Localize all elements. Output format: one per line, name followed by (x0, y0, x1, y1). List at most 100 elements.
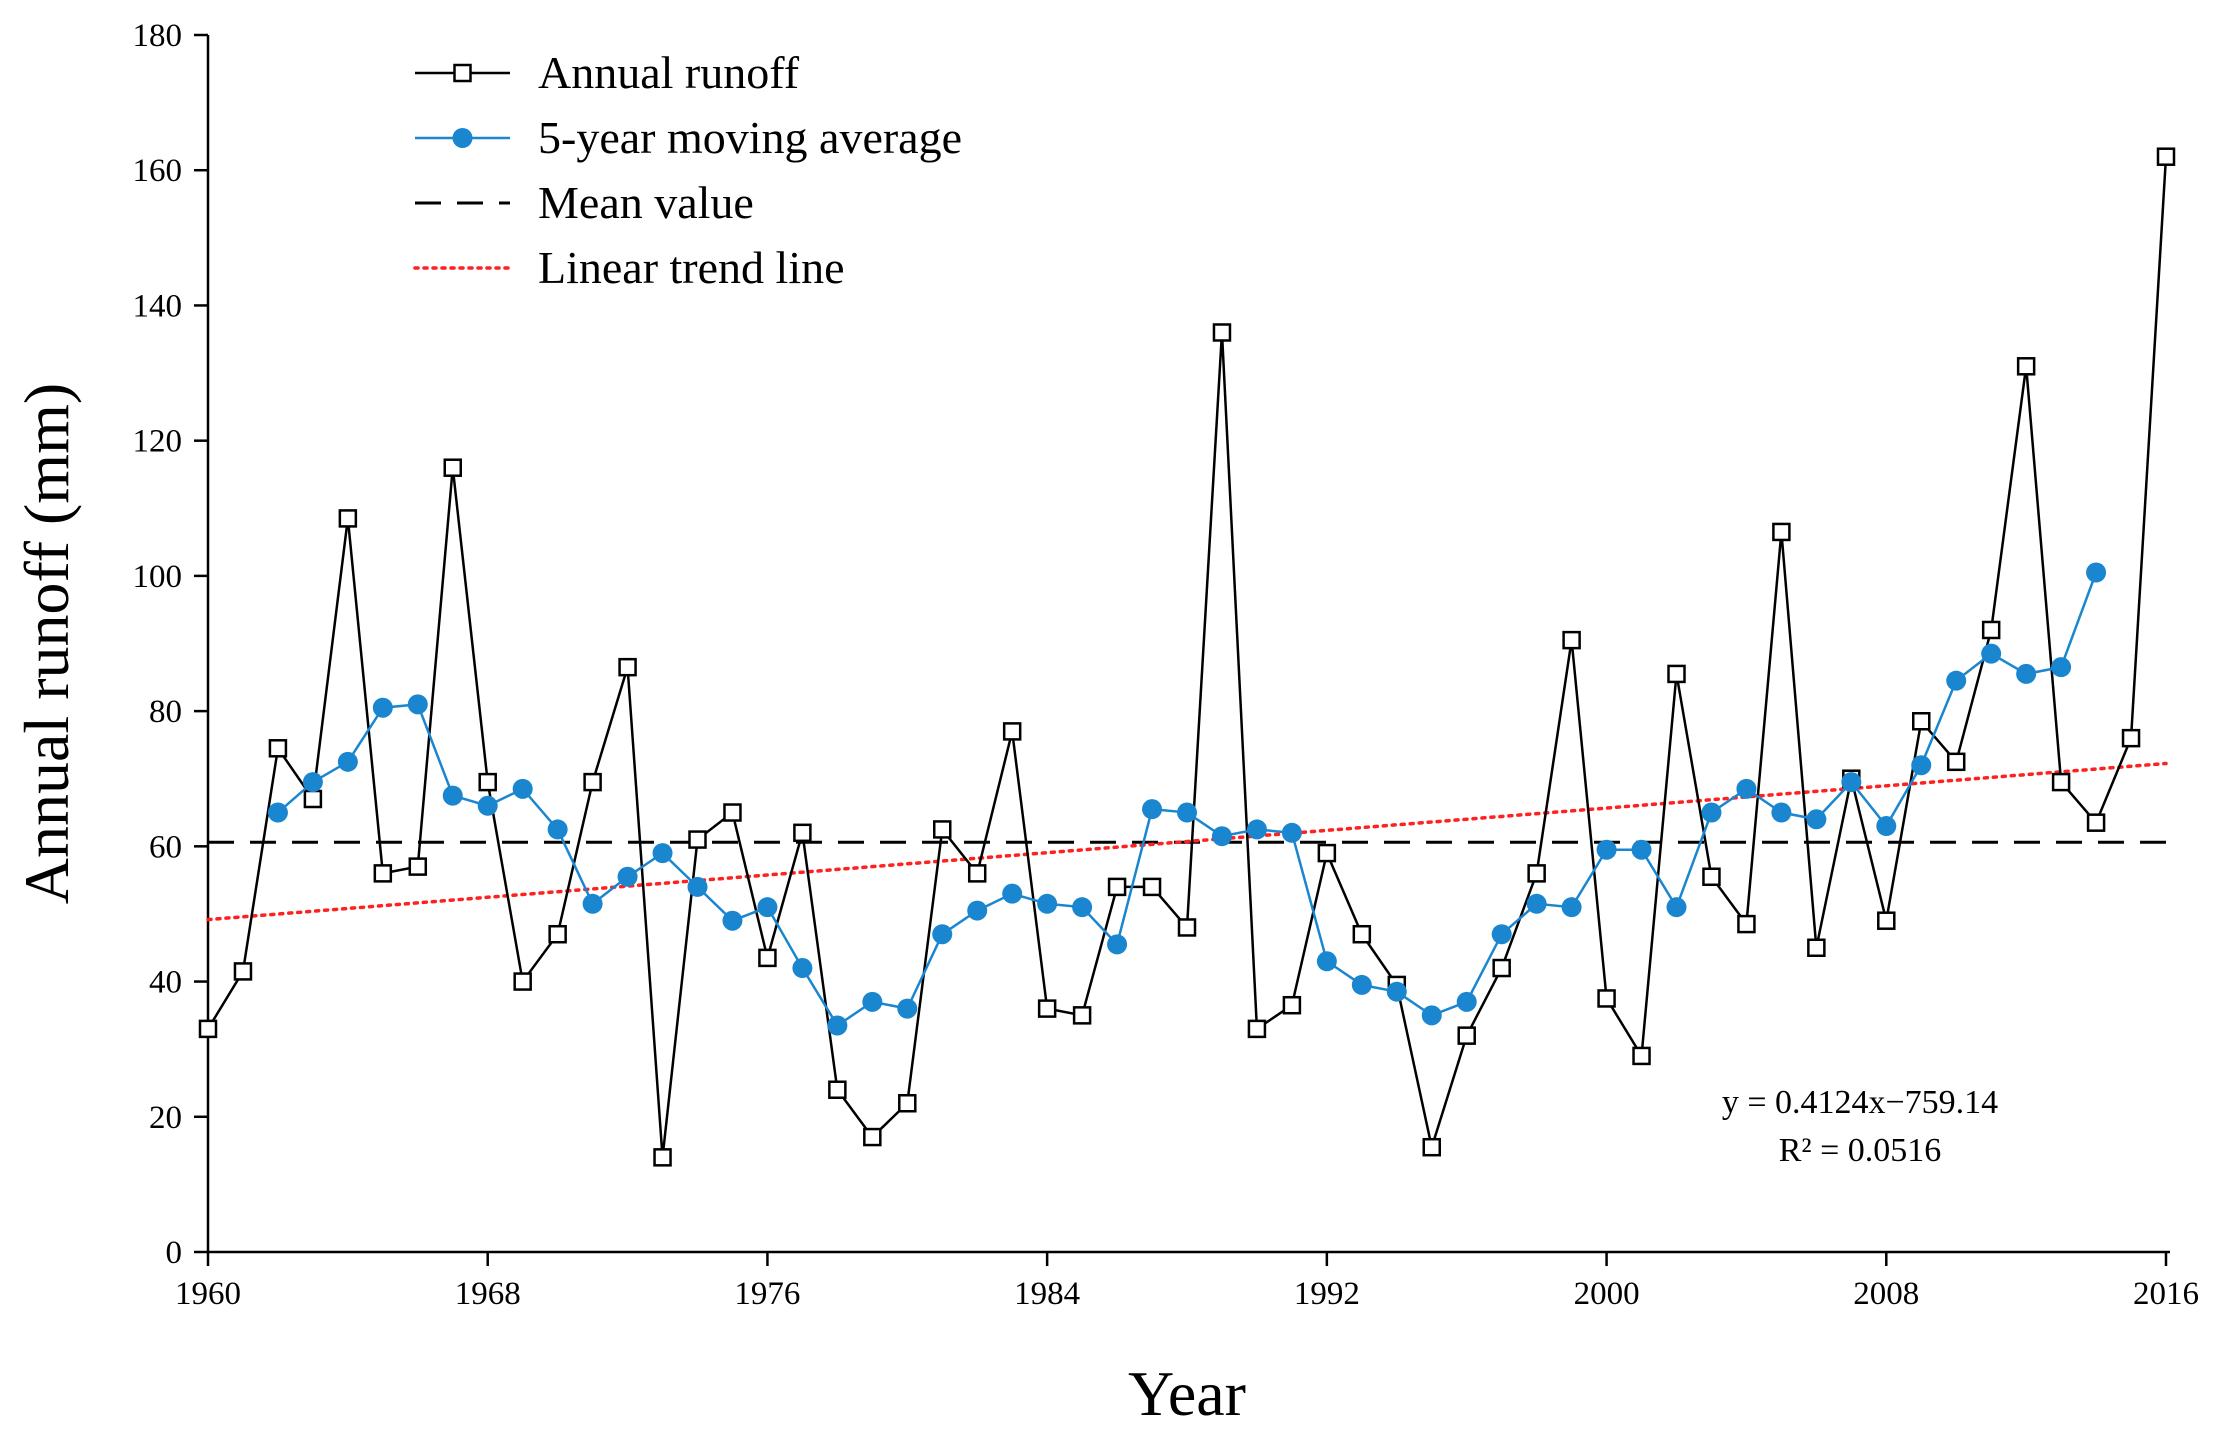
moving-average-point (337, 751, 358, 772)
annual-runoff-point (583, 772, 602, 792)
annual-runoff-point (1702, 867, 1721, 887)
annual-runoff-point (1177, 918, 1197, 937)
moving-average-point (267, 802, 288, 823)
annual-runoff-point (1002, 722, 1022, 741)
legend-annual-runoff-marker (453, 63, 472, 83)
moving-average-line (277, 572, 2098, 1028)
annual-runoff-point (1667, 664, 1686, 684)
annual-runoff-point (548, 924, 567, 944)
moving-average-point (1456, 991, 1477, 1012)
legend-label-mean-value: Mean value (538, 177, 754, 228)
moving-average-point (1107, 934, 1128, 955)
annual-runoff-point (1877, 911, 1896, 930)
annual-runoff-point (1562, 630, 1581, 650)
moving-average-point (792, 958, 813, 979)
annual-runoff-point (1632, 1046, 1651, 1066)
annual-runoff-point (1107, 877, 1127, 897)
y-tick-label: 160 (133, 153, 183, 189)
annual-runoff-point (1946, 752, 1966, 772)
annual-runoff-point (1072, 1006, 1092, 1025)
annual-runoff-point (443, 458, 462, 477)
legend-label-linear-trend: Linear trend line (538, 242, 845, 293)
annual-runoff-point (1981, 620, 2001, 640)
annual-runoff-line (206, 156, 2168, 1158)
legend-moving-average-marker (452, 128, 473, 148)
moving-average-point (617, 866, 638, 887)
annual-runoff-point (478, 772, 497, 792)
moving-average-point (1246, 819, 1267, 840)
annual-runoff-point (688, 830, 707, 849)
y-tick-label: 60 (149, 829, 182, 865)
annual-runoff-point (758, 948, 777, 968)
moving-average-point (1281, 822, 1302, 843)
y-tick-label: 20 (149, 1100, 182, 1136)
annual-runoff-point (2051, 772, 2071, 792)
annual-runoff-point (967, 864, 987, 883)
moving-average-point (1386, 981, 1407, 1002)
moving-average-point (1841, 772, 1862, 793)
moving-average-point (1211, 826, 1232, 847)
annual-runoff-point (2121, 728, 2141, 748)
annual-runoff-point (198, 1019, 218, 1039)
annual-runoff-point (1597, 989, 1616, 1008)
trend-r-squared: R² = 0.0516 (1779, 1132, 1942, 1169)
annual-runoff-point (653, 1148, 672, 1167)
moving-average-point (1631, 839, 1652, 860)
annual-runoff-point (1422, 1137, 1441, 1157)
annual-runoff-point (408, 857, 428, 876)
moving-average-point (1561, 897, 1582, 918)
moving-average-point (967, 900, 988, 921)
trend-equation: y = 0.4124x−759.14 (1722, 1084, 1998, 1121)
annual-runoff-point (863, 1127, 882, 1147)
moving-average-point (897, 998, 918, 1019)
moving-average-point (1421, 1005, 1442, 1026)
legend-label-annual-runoff: Annual runoff (538, 47, 800, 98)
moving-average-point (652, 843, 673, 864)
annual-runoff-point (723, 803, 742, 822)
moving-average-point (302, 772, 323, 793)
annual-runoff-point (2156, 147, 2176, 166)
annual-runoff-point (933, 820, 952, 839)
annual-runoff-point (2016, 357, 2036, 376)
moving-average-point (1911, 755, 1932, 776)
annual-runoff-point (1772, 522, 1791, 542)
annual-runoff-point (513, 972, 532, 991)
x-tick-label: 2008 (1853, 1276, 1919, 1312)
annual-runoff-point (1212, 323, 1232, 342)
annual-runoff-point (1737, 914, 1756, 934)
moving-average-point (477, 795, 498, 816)
annual-runoff-point (233, 962, 253, 981)
moving-average-point (2086, 562, 2107, 583)
moving-average-point (1946, 670, 1967, 691)
annual-runoff-point (373, 864, 393, 883)
annual-runoff-point (338, 509, 358, 528)
annual-runoff-point (1807, 938, 1826, 957)
moving-average-point (1351, 974, 1372, 995)
x-tick-label: 2000 (1574, 1276, 1640, 1312)
moving-average-point (407, 694, 428, 715)
annual-runoff-point (1282, 995, 1302, 1015)
moving-average-point (582, 893, 603, 914)
y-tick-label: 80 (149, 694, 182, 730)
moving-average-point (1701, 802, 1722, 823)
annual-runoff-point (1527, 864, 1546, 883)
y-tick-label: 180 (133, 18, 183, 54)
moving-average-point (1177, 802, 1197, 823)
y-tick-label: 140 (133, 288, 183, 324)
y-tick-label: 100 (133, 559, 183, 595)
moving-average-point (827, 1015, 848, 1036)
moving-average-point (1736, 778, 1757, 799)
x-tick-label: 1968 (455, 1276, 521, 1312)
moving-average-point (1142, 799, 1163, 820)
moving-average-point (722, 910, 743, 931)
x-axis-title: Year (1128, 1358, 1246, 1429)
moving-average-point (1491, 924, 1512, 945)
moving-average-point (757, 897, 778, 918)
y-axis-title: Annual runoff (mm) (11, 383, 82, 904)
linear-trend-line (206, 761, 2168, 922)
moving-average-point (687, 876, 708, 897)
moving-average-point (512, 778, 533, 799)
annual-runoff-point (828, 1080, 847, 1099)
x-tick-label: 1976 (734, 1276, 800, 1312)
